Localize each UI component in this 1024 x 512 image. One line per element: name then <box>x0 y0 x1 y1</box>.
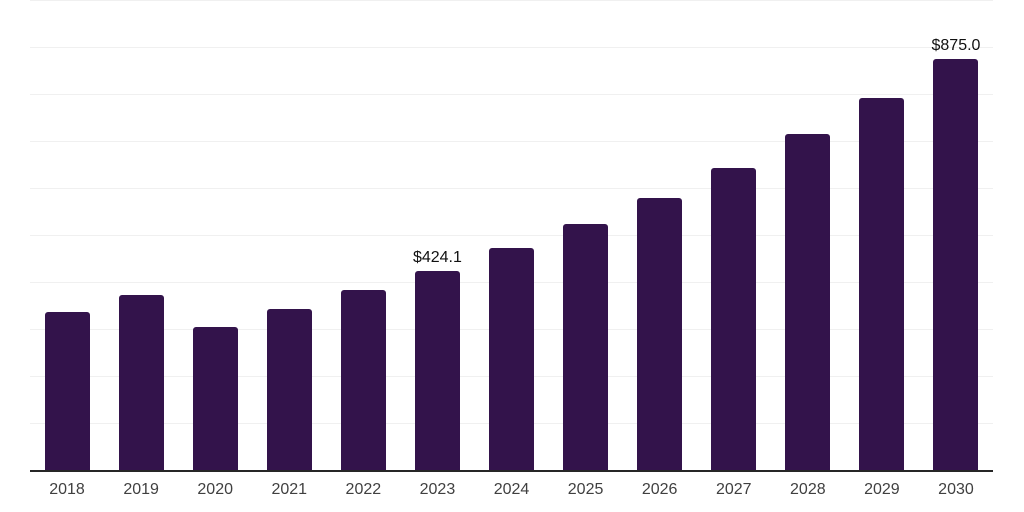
data-label-2023: $424.1 <box>412 248 462 266</box>
gridline-900 <box>30 47 993 48</box>
gridline-800 <box>30 94 993 95</box>
bar-group-2018 <box>30 0 104 470</box>
bar-2028 <box>785 134 831 470</box>
x-tick-label-2029: 2029 <box>864 481 900 498</box>
bar-2022 <box>340 290 386 470</box>
x-axis: 2018 2019 2020 2021 2022 2023 2024 2025 2026 2027… <box>30 480 993 499</box>
bar-group-2021 <box>252 0 326 470</box>
bar-group-2024 <box>474 0 548 470</box>
bar-2024 <box>489 248 534 470</box>
gridline-500 <box>30 235 993 236</box>
gridline-600 <box>30 188 993 189</box>
bar-group-2026 <box>623 0 697 470</box>
bar-2027 <box>711 168 757 470</box>
x-tick-label-2026: 2026 <box>641 481 678 498</box>
bar-group-2028 <box>771 0 845 470</box>
x-tick-label-2021: 2021 <box>271 481 308 498</box>
plot-area: $424.1 $875.0 <box>30 0 993 472</box>
data-label-2030: $875.0 <box>931 36 981 54</box>
gridline-700 <box>30 141 993 142</box>
x-tick-label-2020: 2020 <box>197 481 233 498</box>
bar-group-2022 <box>326 0 400 470</box>
x-tick-label-2027: 2027 <box>715 481 752 498</box>
bar-2019 <box>118 294 164 470</box>
bar-2030 <box>933 58 979 470</box>
bar-2021 <box>266 308 312 470</box>
bar-2025 <box>563 224 609 470</box>
x-tick-label-2024: 2024 <box>493 481 530 498</box>
bar-2029 <box>859 98 905 470</box>
bar-group-2020 <box>178 0 252 470</box>
bar-2020 <box>192 326 238 470</box>
x-tick-label-2019: 2019 <box>123 481 159 498</box>
bar-group-2019 <box>104 0 178 470</box>
bar-2023 <box>414 270 460 470</box>
x-tick-label-2030: 2030 <box>938 481 974 498</box>
bar-2018 <box>44 311 90 470</box>
bar-group-2027 <box>697 0 771 470</box>
bar-group-2029 <box>845 0 919 470</box>
bar-group-2023: $424.1 <box>400 0 474 470</box>
gridline-1000 <box>30 0 993 1</box>
bar-group-2025 <box>549 0 623 470</box>
x-tick-label-2025: 2025 <box>567 481 604 498</box>
x-tick-label-2018: 2018 <box>49 481 85 498</box>
bars-container: $424.1 $875.0 <box>30 0 993 470</box>
bar-2026 <box>637 197 683 470</box>
x-tick-label-2023: 2023 <box>419 481 456 498</box>
x-tick-label-2028: 2028 <box>790 481 826 498</box>
x-tick-label-2022: 2022 <box>345 481 382 498</box>
bar-group-2030: $875.0 <box>919 0 993 470</box>
